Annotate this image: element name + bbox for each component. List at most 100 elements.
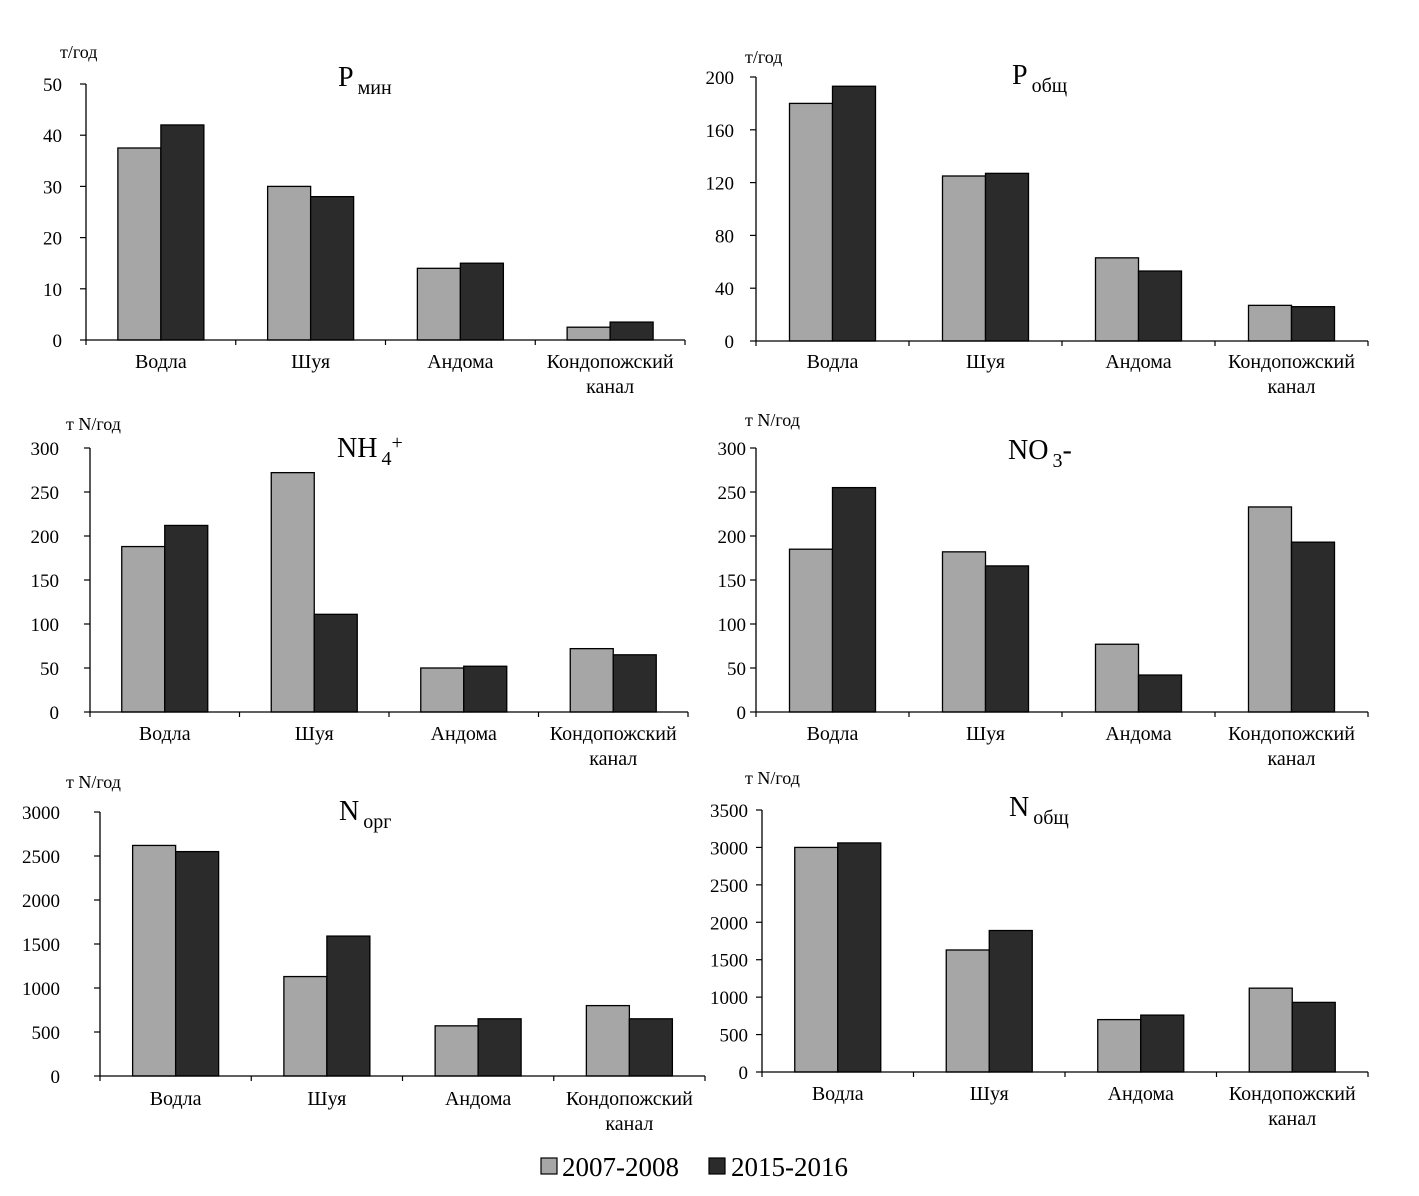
bar-2015-2016-1: [160, 124, 205, 341]
category-label: канал: [589, 748, 637, 770]
bar-2007-2008-2: [270, 471, 315, 713]
category-label: Шуя: [970, 1083, 1009, 1105]
category-label: Водла: [135, 351, 187, 373]
chart-panel-3: Водла Шуя Андома Кондопожский канал 0 50 100 150…: [31, 414, 689, 770]
y-tick-label: 0: [51, 1067, 61, 1088]
bar-2015-2016-3: [1140, 1014, 1185, 1073]
y-tick-label: 50: [727, 659, 746, 680]
unit-label: т N/год: [745, 768, 800, 788]
y-tick-label: 250: [718, 483, 747, 504]
y-tick-label: 0: [737, 703, 747, 724]
chart-panel-4: Водла Шуя Андома Кондопожский канал 0 50 100 150…: [718, 410, 1369, 770]
chart-panel-1: Водла Шуя Андома Кондопожский канал 0 10 20 30 40…: [43, 42, 686, 398]
bar-2007-2008-2: [266, 185, 312, 341]
y-tick-label: 80: [715, 226, 734, 247]
bar-2007-2008-1: [788, 102, 834, 342]
bar-2015-2016-4: [628, 1018, 674, 1077]
category-label: Водла: [150, 1088, 202, 1110]
bar-2015-2016-4: [612, 654, 657, 713]
category-label: Шуя: [295, 723, 334, 745]
y-tick-label: 1500: [22, 935, 60, 956]
legend-label-2007-2008: 2007-2008: [562, 1152, 679, 1182]
category-label: Шуя: [307, 1088, 346, 1110]
y-tick-label: 150: [31, 571, 60, 592]
y-tick-label: 200: [718, 527, 747, 548]
unit-label: т/год: [745, 47, 782, 67]
legend: 2007-2008 2015-2016: [540, 1152, 848, 1182]
category-label: Кондопожский: [1228, 723, 1355, 745]
chart-panel-2: Водла Шуя Андома Кондопожский канал 0 40 80 120 1…: [706, 47, 1369, 398]
unit-label: т/год: [60, 42, 97, 62]
bar-2007-2008-4: [569, 647, 614, 713]
y-tick-label: 50: [40, 659, 59, 680]
bar-2015-2016-3: [477, 1018, 522, 1077]
bar-2015-2016-4: [1290, 541, 1336, 713]
bar-2015-2016-1: [837, 842, 882, 1073]
legend-swatch-2007-2008: [540, 1157, 558, 1175]
bar-2015-2016-3: [459, 262, 505, 341]
y-tick-label: 1500: [710, 951, 748, 972]
bar-2015-2016-1: [831, 486, 877, 713]
y-tick-label: 100: [31, 615, 60, 636]
bar-2007-2008-3: [420, 667, 465, 713]
bar-2015-2016-2: [988, 929, 1033, 1073]
category-label: Андома: [1108, 1083, 1174, 1105]
category-label: Кондопожский: [566, 1088, 693, 1110]
bar-2015-2016-1: [831, 85, 877, 342]
bar-2015-2016-2: [313, 613, 358, 713]
legend-swatch-2015-2016: [708, 1157, 726, 1175]
bar-2007-2008-3: [434, 1025, 479, 1077]
y-tick-label: 200: [706, 68, 735, 89]
bar-2007-2008-2: [941, 175, 987, 342]
y-tick-label: 20: [43, 229, 62, 250]
bar-2015-2016-1: [174, 850, 220, 1077]
y-tick-label: 2500: [22, 847, 60, 868]
bar-2007-2008-4: [566, 326, 611, 341]
category-label: Андома: [431, 723, 497, 745]
y-tick-label: 200: [31, 527, 60, 548]
bar-2015-2016-4: [1291, 1001, 1336, 1073]
bar-2007-2008-3: [416, 267, 462, 341]
chart-panel-5: Водла Шуя Андома Кондопожский канал 0 500 1000 1…: [22, 772, 706, 1135]
y-tick-label: 300: [31, 439, 60, 460]
bar-2007-2008-3: [1097, 1018, 1142, 1073]
bar-2015-2016-4: [1290, 306, 1336, 342]
category-label: Шуя: [291, 351, 330, 373]
bar-2007-2008-2: [283, 975, 328, 1077]
bar-2007-2008-1: [121, 545, 166, 713]
y-tick-label: 2500: [710, 876, 748, 897]
bar-2015-2016-4: [609, 321, 654, 341]
y-tick-label: 2000: [710, 913, 748, 934]
bar-2007-2008-1: [131, 844, 177, 1077]
unit-label: т N/год: [745, 410, 800, 430]
bar-2007-2008-1: [788, 548, 834, 713]
unit-label: т N/год: [66, 414, 121, 434]
y-tick-label: 500: [720, 1026, 749, 1047]
category-label: Шуя: [966, 723, 1005, 745]
category-label: Кондопожский: [550, 723, 677, 745]
category-label: Водла: [807, 723, 859, 745]
y-tick-label: 0: [53, 331, 63, 352]
y-tick-label: 3000: [710, 838, 748, 859]
y-tick-label: 150: [718, 571, 747, 592]
y-tick-label: 40: [43, 126, 62, 147]
category-label: Водла: [139, 723, 191, 745]
bar-2015-2016-2: [326, 935, 371, 1077]
bar-2015-2016-1: [164, 524, 209, 713]
legend-label-2015-2016: 2015-2016: [731, 1152, 848, 1182]
y-tick-label: 1000: [22, 979, 60, 1000]
y-tick-label: 2000: [22, 891, 60, 912]
chart-title: NH 4+: [337, 432, 403, 470]
bar-2007-2008-3: [1094, 257, 1140, 342]
bar-2007-2008-1: [117, 147, 162, 341]
y-tick-label: 0: [739, 1063, 749, 1084]
y-tick-label: 100: [718, 615, 747, 636]
y-tick-label: 0: [50, 703, 60, 724]
category-label: Водла: [807, 351, 859, 373]
category-label: Кондопожский: [547, 351, 674, 373]
bar-2015-2016-2: [984, 565, 1030, 713]
y-tick-label: 50: [43, 75, 62, 96]
